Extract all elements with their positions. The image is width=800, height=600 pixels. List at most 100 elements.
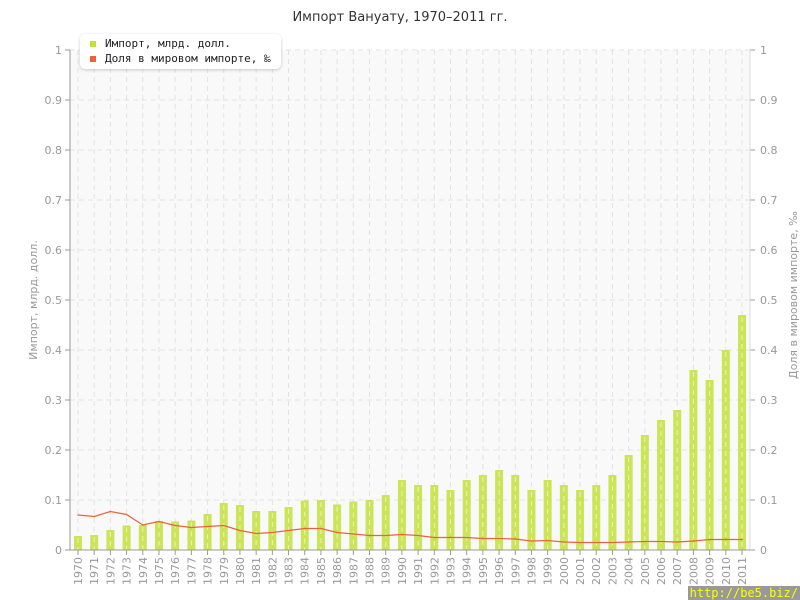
share-point-1988 [368,534,371,537]
x-tick-label: 2001 [574,557,587,585]
share-point-1989 [384,534,387,537]
x-tick-label: 2006 [655,557,668,585]
bar-1994 [462,480,471,550]
x-tick-label: 2004 [623,557,636,585]
x-tick-label: 1978 [202,557,215,585]
share-point-1994 [465,536,468,539]
share-point-1992 [433,536,436,539]
y2-tick-label: 0 [760,544,767,557]
x-tick-label: 1971 [88,557,101,585]
bar-2008 [689,370,698,550]
x-tick-label: 1991 [412,557,425,585]
x-tick-label: 1974 [137,557,150,585]
share-point-1998 [530,540,533,542]
bar-1978 [203,514,212,550]
legend-label-import: Импорт, млрд. долл. [105,37,231,50]
x-tick-label: 1983 [283,557,296,585]
x-tick-label: 1982 [266,557,279,585]
x-tick-label: 2003 [606,557,619,585]
share-point-1981 [255,532,257,535]
x-tick-label: 1988 [364,557,377,585]
y2-axis-title: Доля в мировом импорте, ‰ [787,211,800,379]
x-tick-label: 1986 [331,557,344,585]
y-tick-label: 0.2 [45,444,63,457]
share-point-2003 [611,541,614,544]
share-point-1978 [206,525,209,528]
share-point-1973 [125,513,128,516]
x-tick-label: 1984 [299,557,312,585]
bar-2003 [608,475,617,550]
x-tick-label: 1981 [250,557,263,585]
share-point-2001 [579,541,581,544]
legend-item-share[interactable]: Доля в мировом импорте, ‰ [90,51,271,66]
x-tick-label: 2011 [736,557,749,585]
share-point-2009 [708,538,711,541]
x-tick-label: 1976 [169,557,182,585]
x-tick-label: 1985 [315,557,328,585]
bar-2010 [721,350,730,550]
x-tick-label: 1970 [72,557,85,585]
x-tick-label: 1992 [428,557,441,585]
share-point-2010 [725,538,727,541]
y-axis-title: Импорт, млрд. долл. [27,240,40,360]
bar-1990 [397,480,406,550]
x-tick-label: 1996 [493,557,506,585]
y-tick-label: 0.1 [45,494,63,507]
x-tick-label: 2007 [671,557,684,585]
share-point-1983 [287,529,290,532]
y-tick-label: 0.8 [45,144,63,157]
share-point-2005 [644,540,646,543]
x-tick-label: 2010 [720,557,733,585]
bar-2011 [738,315,746,550]
y-tick-label: 0.7 [45,194,63,207]
bar-1971 [90,535,99,550]
bar-1995 [478,475,487,550]
share-point-2000 [563,541,565,543]
y-tick-label: 0.9 [45,94,63,107]
plot-area [70,50,750,550]
legend-item-import[interactable]: Импорт, млрд. долл. [90,36,271,51]
share-point-1999 [546,539,549,542]
share-point-1980 [239,529,241,532]
y2-tick-label: 0.9 [760,94,778,107]
share-point-1975 [158,520,160,523]
bar-1982 [268,511,277,550]
share-point-2008 [692,540,695,542]
legend-label-share: Доля в мировом импорте, ‰ [105,52,271,65]
y-tick-label: 0.4 [45,344,63,357]
x-tick-label: 1989 [380,557,393,585]
share-point-1987 [352,533,355,535]
share-point-1979 [222,524,225,527]
share-point-2002 [595,541,598,544]
share-point-1995 [482,537,484,540]
share-point-1977 [190,526,193,529]
share-point-1986 [336,531,338,534]
x-tick-label: 1997 [509,557,522,585]
share-line [77,510,742,544]
legend-swatch-share [90,55,96,62]
chart-title: Импорт Вануату, 1970–2011 гг. [292,10,508,25]
x-tick-label: 1987 [347,557,360,585]
share-point-1976 [174,524,176,527]
bar-1997 [511,475,520,550]
share-point-1993 [449,536,452,539]
bar-1989 [381,495,390,550]
x-tick-label: 1990 [396,557,409,585]
legend-swatch-import [90,40,96,47]
x-tick-label: 2000 [558,557,571,585]
y-tick-label: 1 [55,44,62,57]
x-tick-label: 1977 [185,557,198,585]
y-tick-label: 0.5 [45,294,63,307]
share-point-1985 [320,527,322,530]
watermark[interactable]: http://be5.biz/ [687,586,800,600]
y2-tick-label: 0.1 [760,494,778,507]
x-tick-label: 2005 [639,557,652,585]
bar-1972 [106,530,115,550]
x-tick-label: 2009 [704,557,717,585]
y2-tick-label: 0.8 [760,144,778,157]
x-tick-label: 2008 [687,557,700,585]
y2-tick-label: 0.2 [760,444,778,457]
y2-tick-label: 0.7 [760,194,778,207]
x-tick-label: 1998 [525,557,538,585]
